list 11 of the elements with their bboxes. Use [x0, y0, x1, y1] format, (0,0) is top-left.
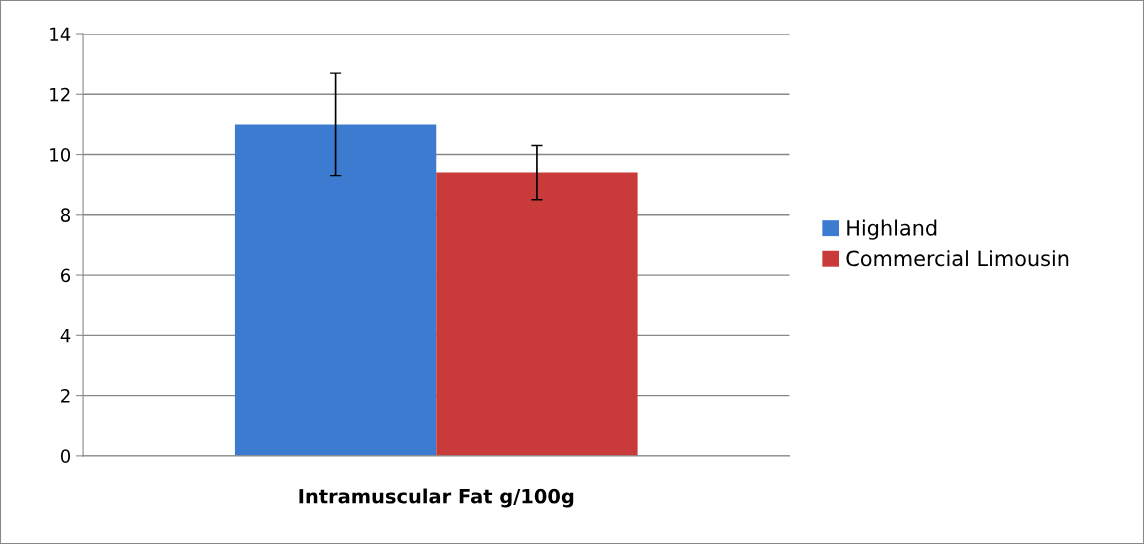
legend-label: Commercial Limousin	[846, 250, 1069, 267]
y-tick-label: 0	[60, 449, 71, 463]
y-tick-label: 8	[60, 208, 71, 222]
x-axis-title: Intramuscular Fat g/100g	[299, 488, 574, 508]
y-tick-label: 14	[50, 27, 71, 41]
y-tick-label: 10	[50, 147, 71, 162]
y-tick-label: 4	[60, 329, 71, 343]
y-tick-label: 2	[61, 389, 70, 403]
y-tick-label: 6	[61, 268, 71, 283]
legend-label: Highland	[847, 219, 937, 240]
y-tick-label: 12	[50, 87, 70, 102]
